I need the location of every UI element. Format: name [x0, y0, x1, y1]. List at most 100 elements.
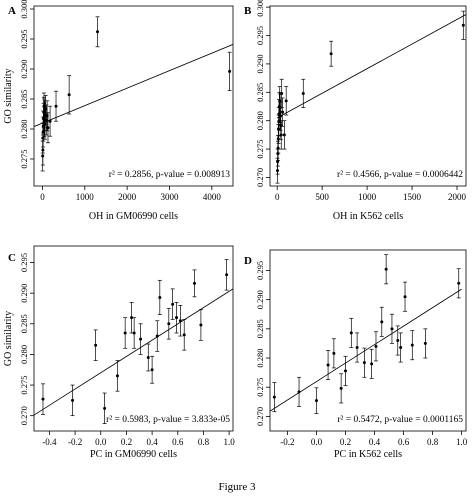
y-tick-label: 0.270 — [255, 407, 265, 426]
panel-d: D -0.2 0.0 0.2 0.4 0.6 0.8 1.0 0.270 0.275 0.280 0.… — [244, 249, 468, 460]
data-point — [166, 308, 171, 340]
data-point — [178, 305, 183, 337]
panel-label: D — [244, 255, 252, 267]
data-point — [48, 105, 53, 137]
data-point — [70, 384, 75, 417]
point-marker — [44, 107, 48, 111]
point-marker — [301, 91, 305, 95]
data-point — [379, 306, 384, 337]
panel-label: A — [8, 5, 16, 17]
x-tick-label: 0.4 — [146, 437, 158, 447]
y-tick-label: 0.295 — [19, 29, 29, 48]
figure-caption: Figure 3 — [218, 481, 256, 493]
x-axis-label: PC in K562 cells — [334, 449, 402, 460]
point-marker — [329, 52, 333, 56]
data-point — [369, 348, 374, 379]
point-marker — [282, 133, 286, 137]
plot-frame — [33, 245, 234, 432]
panel-a: A 0 1000 2000 3000 4000 0.275 0.280 0.285 0.290 0.… — [3, 0, 234, 222]
data-point — [123, 317, 128, 349]
y-tick-label: 0.285 — [255, 319, 265, 338]
data-point — [279, 78, 284, 108]
point-marker — [171, 302, 175, 306]
x-tick-label: 2000 — [448, 192, 467, 202]
point-marker — [399, 346, 403, 350]
data-point — [182, 319, 187, 351]
data-point — [373, 331, 378, 362]
point-marker — [54, 104, 58, 108]
data-point — [456, 268, 461, 299]
data-point — [297, 376, 302, 407]
point-marker — [396, 339, 400, 342]
point-marker — [339, 386, 343, 390]
y-tick-label: 0.275 — [19, 375, 29, 394]
y-tick-label: 0.290 — [19, 59, 29, 78]
point-marker — [384, 267, 388, 271]
point-marker — [43, 122, 47, 126]
x-tick-label: 0.6 — [398, 437, 410, 447]
y-tick-label: 0.270 — [19, 406, 29, 425]
figure-canvas: A 0 1000 2000 3000 4000 0.275 0.280 0.285 0.290 0.… — [3, 0, 468, 460]
regression-line — [34, 288, 233, 416]
point-marker — [123, 331, 127, 335]
data-point — [423, 328, 428, 359]
data-point — [102, 392, 107, 424]
stats-annotation: r² = 0.4566, p-value = 0.0006442 — [337, 170, 463, 180]
x-tick-label: -0.4 — [42, 437, 57, 447]
data-point — [150, 355, 155, 384]
point-marker — [326, 363, 330, 367]
point-marker — [132, 331, 136, 335]
point-marker — [192, 281, 196, 285]
y-tick-label: 0.280 — [19, 345, 29, 364]
data-point — [174, 302, 179, 334]
x-tick-label: 1000 — [358, 192, 377, 202]
y-tick-label: 0.285 — [19, 314, 29, 333]
data-point — [115, 360, 120, 392]
y-tick-label: 0.300 — [255, 0, 265, 17]
data-point — [284, 86, 289, 116]
point-marker — [362, 361, 366, 365]
data-point — [192, 269, 197, 298]
point-marker — [332, 351, 336, 355]
x-tick-label: 2000 — [118, 192, 137, 202]
plot-frame — [269, 5, 467, 187]
data-point — [132, 317, 137, 349]
x-tick-label: 0.6 — [172, 437, 184, 447]
point-marker — [278, 106, 282, 110]
x-axis-label: OH in K562 cells — [333, 211, 403, 222]
point-marker — [48, 119, 52, 123]
data-point — [155, 320, 160, 352]
point-marker — [355, 346, 359, 350]
point-marker — [314, 399, 318, 403]
x-tick-label: 0.0 — [311, 437, 323, 447]
point-marker — [96, 30, 100, 34]
point-marker — [278, 99, 282, 103]
x-tick-label: 1500 — [403, 192, 422, 202]
x-tick-label: -0.2 — [280, 437, 294, 447]
point-marker — [349, 331, 353, 335]
y-tick-label: 0.285 — [255, 83, 265, 102]
y-axis-label: GO similarity — [3, 311, 14, 366]
point-marker — [228, 69, 232, 73]
x-tick-label: 0.2 — [340, 437, 351, 447]
data-point — [227, 51, 232, 91]
point-marker — [146, 355, 150, 359]
point-marker — [403, 295, 407, 299]
data-point — [403, 281, 408, 312]
x-tick-label: 0.8 — [427, 437, 439, 447]
point-marker — [150, 368, 154, 372]
data-point — [157, 279, 162, 315]
point-marker — [139, 337, 143, 341]
point-marker — [103, 406, 107, 410]
point-marker — [67, 93, 71, 97]
x-tick-label: 0.4 — [369, 437, 381, 447]
panel-label: C — [8, 252, 16, 264]
data-point — [280, 97, 285, 127]
y-tick-label: 0.280 — [255, 111, 265, 130]
point-marker — [380, 320, 384, 324]
point-marker — [390, 327, 394, 331]
panel-c: C -0.4 -0.2 0.0 0.2 0.4 0.6 0.8 1.0 0.270 0.275 0.2… — [3, 245, 235, 460]
y-tick-label: 0.290 — [255, 290, 265, 309]
x-tick-label: 4000 — [203, 192, 222, 202]
point-marker — [279, 133, 283, 137]
